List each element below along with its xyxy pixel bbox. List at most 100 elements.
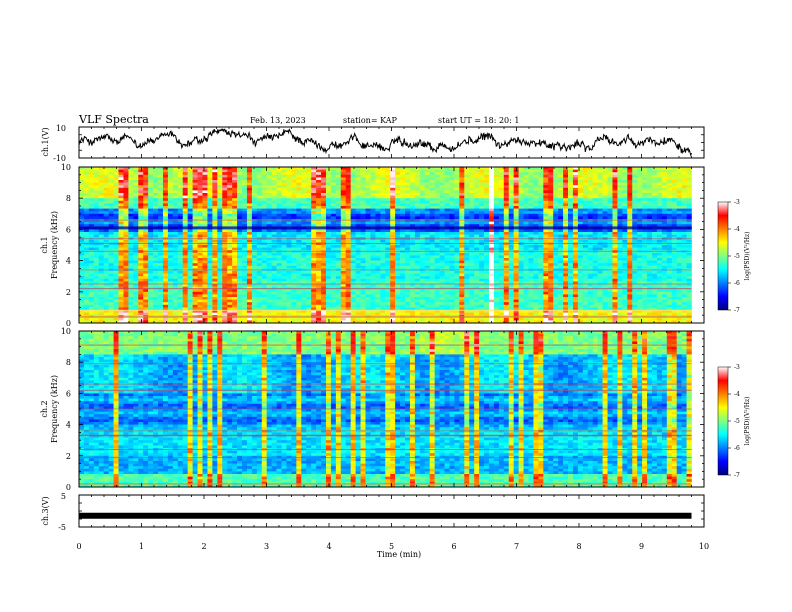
spectrogram-cell	[104, 198, 109, 201]
spectrogram-cell	[652, 206, 657, 209]
spectrogram-cell	[454, 211, 459, 214]
spectrogram-cell	[361, 240, 366, 243]
spectrogram-cell	[143, 240, 148, 243]
spectrogram-cell	[573, 198, 578, 201]
spectrogram-cell	[267, 206, 272, 209]
spectrogram-cell	[449, 203, 454, 206]
spectrogram-cell	[79, 183, 84, 186]
spectrogram-cell	[494, 193, 499, 196]
spectrogram-cell	[316, 209, 321, 212]
spectrogram-cell	[193, 190, 198, 193]
spectrogram-cell	[504, 196, 509, 199]
spectrogram-cell	[509, 248, 514, 251]
spectrogram-cell	[311, 235, 316, 238]
spectrogram-cell	[380, 214, 385, 217]
spectrogram-cell	[128, 211, 133, 214]
spectrogram-cell	[128, 258, 133, 261]
spectrogram-cell	[94, 183, 99, 186]
spectrogram-cell	[336, 177, 341, 180]
spectrogram-cell	[380, 175, 385, 178]
spectrogram-cell	[104, 188, 109, 191]
spectrogram-cell	[316, 203, 321, 206]
spectrogram-cell	[316, 198, 321, 201]
spectrogram-cell	[672, 203, 677, 206]
spectrogram-cell	[138, 206, 143, 209]
spectrogram-cell	[148, 180, 153, 183]
spectrogram-cell	[524, 180, 529, 183]
spectrogram-cell	[519, 229, 524, 232]
spectrogram-cell	[109, 188, 114, 191]
spectrogram-cell	[306, 219, 311, 222]
spectrogram-cell	[603, 172, 608, 175]
spectrogram-cell	[321, 190, 326, 193]
spectrogram-cell	[435, 229, 440, 232]
spectrogram-cell	[494, 266, 499, 269]
spectrogram-cell	[642, 235, 647, 238]
spectrogram-cell	[652, 203, 657, 206]
spectrogram-cell	[173, 196, 178, 199]
spectrogram-cell	[459, 214, 464, 217]
spectrogram-cell	[272, 193, 277, 196]
spectrogram-cell	[509, 185, 514, 188]
spectrogram-cell	[94, 261, 99, 264]
spectrogram-cell	[543, 180, 548, 183]
spectrogram-cell	[282, 170, 287, 173]
spectrogram-cell	[133, 235, 138, 238]
spectrogram-cell	[267, 188, 272, 191]
spectrogram-cell	[519, 255, 524, 258]
spectrogram-cell	[306, 183, 311, 186]
spectrogram-cell	[667, 183, 672, 186]
spectrogram-cell	[346, 190, 351, 193]
spectrogram-cell	[222, 175, 227, 178]
spectrogram-cell	[370, 245, 375, 248]
spectrogram-cell	[361, 196, 366, 199]
spectrogram-cell	[119, 266, 124, 269]
spectrogram-cell	[617, 201, 622, 204]
spectrogram-cell	[430, 219, 435, 222]
spectrogram-cell	[188, 250, 193, 253]
spectrogram-cell	[415, 258, 420, 261]
spectrogram-cell	[553, 255, 558, 258]
spectrogram-cell	[543, 216, 548, 219]
spectrogram-cell	[519, 183, 524, 186]
spectrogram-cell	[533, 216, 538, 219]
spectrogram-cell	[356, 172, 361, 175]
spectrogram-cell	[277, 248, 282, 251]
spectrogram-cell	[257, 222, 262, 225]
spectrogram-cell	[469, 203, 474, 206]
spectrogram-cell	[291, 232, 296, 235]
spectrogram-cell	[114, 263, 119, 266]
spectrogram-cell	[148, 219, 153, 222]
spectrogram-cell	[622, 190, 627, 193]
spectrogram-cell	[207, 203, 212, 206]
spectrogram-cell	[128, 201, 133, 204]
spectrogram-cell	[286, 180, 291, 183]
spectrogram-cell	[657, 229, 662, 232]
spectrogram-cell	[538, 250, 543, 253]
spectrogram-cell	[548, 198, 553, 201]
spectrogram-cell	[405, 235, 410, 238]
spectrogram-cell	[662, 232, 667, 235]
spectrogram-cell	[469, 242, 474, 245]
spectrogram-cell	[588, 248, 593, 251]
spectrogram-cell	[114, 198, 119, 201]
spectrogram-cell	[400, 190, 405, 193]
spectrogram-cell	[499, 183, 504, 186]
spectrogram-cell	[445, 250, 450, 253]
spectrogram-cell	[642, 175, 647, 178]
spectrogram-cell	[262, 203, 267, 206]
spectrogram-cell	[627, 235, 632, 238]
spectrogram-cell	[173, 258, 178, 261]
spectrogram-cell	[365, 193, 370, 196]
spectrogram-cell	[400, 263, 405, 266]
spectrogram-cell	[291, 193, 296, 196]
spectrogram-cell	[430, 232, 435, 235]
spectrogram-cell	[563, 183, 568, 186]
spectrogram-cell	[133, 214, 138, 217]
spectrogram-cell	[262, 188, 267, 191]
spectrogram-cell	[533, 219, 538, 222]
spectrogram-cell	[558, 206, 563, 209]
spectrogram-cell	[449, 190, 454, 193]
spectrogram-cell	[593, 222, 598, 225]
spectrogram-cell	[682, 180, 687, 183]
